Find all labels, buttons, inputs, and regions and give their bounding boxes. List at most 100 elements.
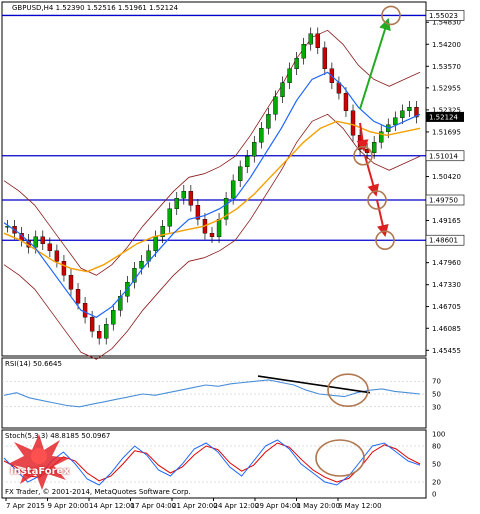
time-tick-label: 1 May 20:00 xyxy=(297,502,341,510)
candle-body xyxy=(82,303,88,318)
target-circle xyxy=(375,230,395,251)
candle-body xyxy=(364,149,370,153)
candle-body xyxy=(96,331,102,339)
candle-body xyxy=(407,107,412,111)
candle-body xyxy=(160,226,165,237)
time-tick-label: 29 Apr 04:00 xyxy=(255,502,301,510)
rsi-label: RSI(14) 50.6645 xyxy=(5,360,62,368)
candle-body xyxy=(181,191,186,199)
candle-body xyxy=(47,243,53,251)
stoch-tick-label: 0 xyxy=(432,491,436,499)
time-tick-label: 21 Apr 20:00 xyxy=(172,502,218,510)
stoch-tick-label: 20 xyxy=(432,479,441,487)
candle-body xyxy=(238,166,243,181)
candle-body xyxy=(252,142,257,157)
level-label: 1.49750 xyxy=(429,197,458,205)
bollinger-lower xyxy=(3,113,421,360)
level-label: 1.48601 xyxy=(429,237,458,245)
stoch-tick-label: 100 xyxy=(432,431,445,439)
candle-body xyxy=(273,96,278,115)
ma-slow-line xyxy=(3,120,421,273)
candle-body xyxy=(209,233,215,237)
bollinger-upper xyxy=(3,29,421,276)
candle-body xyxy=(343,93,349,111)
current-price-label: 1.52124 xyxy=(429,113,458,121)
bollinger-bands xyxy=(3,29,421,360)
level-label: 1.55023 xyxy=(429,12,458,20)
price-tick-label: 1.52325 xyxy=(432,106,461,114)
time-tick-label: 7 Apr 2015 xyxy=(6,502,45,510)
price-tick-label: 1.47960 xyxy=(432,259,461,267)
candle-body xyxy=(371,142,377,153)
rsi-tick-label: 50 xyxy=(432,391,441,399)
logo-brand-text: InstaForex xyxy=(10,466,70,477)
ma-fast-line xyxy=(3,71,421,318)
level-label-box xyxy=(425,150,465,162)
candle-body xyxy=(414,107,419,118)
candle-body xyxy=(174,198,179,209)
time-tick-label: 17 Apr 04:00 xyxy=(131,502,177,510)
candle-body xyxy=(294,58,299,69)
candle-body xyxy=(54,250,60,262)
target-circle xyxy=(367,190,387,210)
price-tick-label: 1.47330 xyxy=(432,281,461,289)
candle-body xyxy=(259,128,264,143)
rsi-tick-label: 30 xyxy=(432,403,441,411)
candle-body xyxy=(315,33,320,48)
candle-body xyxy=(393,117,398,125)
candle-body xyxy=(132,268,137,283)
level-label-box xyxy=(425,234,465,246)
candle-body xyxy=(167,208,172,227)
forecast-annotations xyxy=(353,5,401,251)
stoch-circle xyxy=(315,439,365,477)
candle-body xyxy=(188,191,194,206)
current-price-box xyxy=(426,111,464,122)
price-panel-frame xyxy=(1,1,427,357)
copyright-text: FX Trader, © 2001-2014, MetaQuotes Softw… xyxy=(5,488,191,496)
candle-body xyxy=(308,33,313,45)
candle-body xyxy=(350,110,356,136)
candle-body xyxy=(195,205,201,220)
price-tick-label: 1.51695 xyxy=(432,128,461,136)
candle-body xyxy=(230,180,236,199)
price-tick-label: 1.54200 xyxy=(432,41,461,49)
rsi-line xyxy=(3,379,421,408)
stoch-tick-label: 80 xyxy=(432,443,441,451)
price-tick-label: 1.46705 xyxy=(432,303,461,311)
candle-body xyxy=(245,156,250,167)
candle-body xyxy=(322,47,328,69)
candle-body xyxy=(111,310,116,325)
time-tick-label: 9 Apr 20:00 xyxy=(48,502,89,510)
level-label-box xyxy=(425,194,465,206)
price-tick-label: 1.52955 xyxy=(432,84,461,92)
time-tick-label: 24 Apr 12:00 xyxy=(214,502,260,510)
time-tick-label: 14 Apr 12:00 xyxy=(89,502,135,510)
arrow-down-1 xyxy=(356,122,369,152)
level-label-box xyxy=(425,10,465,21)
price-tick-label: 1.45455 xyxy=(432,347,461,355)
candle-body xyxy=(223,198,229,220)
candle-body xyxy=(118,296,123,311)
candle-body xyxy=(280,82,285,97)
candle-body xyxy=(68,275,74,290)
rsi-divergence-trendline xyxy=(257,375,371,394)
candle-body xyxy=(61,261,67,276)
candle-body xyxy=(104,324,109,339)
rsi-panel-frame xyxy=(1,357,427,429)
candle-body xyxy=(75,289,81,304)
chart-symbol-line: GBPUSD,H4 1.52390 1.52516 1.51961 1.5212… xyxy=(12,4,179,12)
price-tick-label: 1.53570 xyxy=(432,63,461,71)
stoch-series: 100 80 50 20 0 xyxy=(2,431,445,499)
rsi-circle xyxy=(327,373,369,407)
time-tick-label: 6 May 12:00 xyxy=(338,502,382,510)
arrow-up-target xyxy=(359,17,391,110)
stoch-tick-label: 50 xyxy=(432,461,441,469)
candle-body xyxy=(89,317,95,332)
candle-body xyxy=(379,131,384,143)
arrow-down-2 xyxy=(364,155,380,197)
candle-body xyxy=(40,236,45,244)
candle-body xyxy=(400,110,405,118)
